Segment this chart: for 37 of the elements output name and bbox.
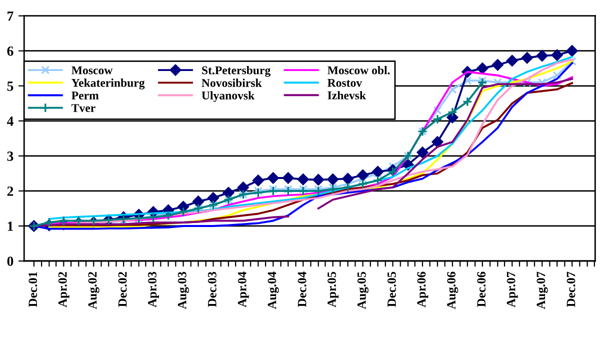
x-tick-label: Dec.02 <box>118 272 127 307</box>
x-tick-label: Apr.05 <box>328 272 339 308</box>
legend-label: Yekaterinburg <box>72 78 145 90</box>
y-tick-label: 4 <box>6 116 14 126</box>
legend-label: St.Petersburg <box>202 66 271 77</box>
x-tick-label: Dec.04 <box>298 272 306 307</box>
legend-label: Izhevsk <box>328 91 366 100</box>
x-tick-label: Aug.04 <box>268 272 279 310</box>
legend-label: Perm <box>72 92 99 100</box>
x-tick-label: Apr.04 <box>238 272 249 308</box>
x-tick-label: Aug.02 <box>88 272 100 310</box>
x-tick-label: Aug.06 <box>447 272 458 310</box>
legend-label: Rostov <box>328 79 362 87</box>
x-tick-label: Aug.07 <box>536 272 548 310</box>
y-tick-label: 1 <box>8 222 13 231</box>
y-tick-label: 2 <box>7 186 14 196</box>
y-tick-label: 6 <box>7 46 14 56</box>
x-tick-label: Aug.05 <box>357 272 368 310</box>
legend-label: Tver <box>72 104 96 112</box>
x-tick-label: Dec.07 <box>566 272 576 307</box>
legend-label: Moscow <box>72 66 113 74</box>
legend-label: Novosibirsk <box>202 78 262 87</box>
x-tick-label: Apr.02 <box>58 272 70 308</box>
x-tick-label: Dec.01 <box>28 272 38 307</box>
x-tick-label: Apr.07 <box>506 272 518 308</box>
y-tick-label: 0 <box>7 256 14 266</box>
x-tick-label: Apr.06 <box>417 272 428 308</box>
y-tick-label: 7 <box>8 12 14 21</box>
x-tick-label: Dec.06 <box>477 272 486 307</box>
x-tick-label: Dec.03 <box>208 272 216 307</box>
legend-label: Moscow obl. <box>328 66 390 74</box>
x-tick-label: Dec.05 <box>387 272 396 307</box>
y-tick-label: 5 <box>7 82 14 91</box>
x-tick-label: Aug.03 <box>178 272 189 310</box>
y-tick-label: 3 <box>7 152 14 161</box>
legend-label: Ulyanovsk <box>202 91 255 102</box>
x-tick-label: Apr.03 <box>148 272 159 308</box>
